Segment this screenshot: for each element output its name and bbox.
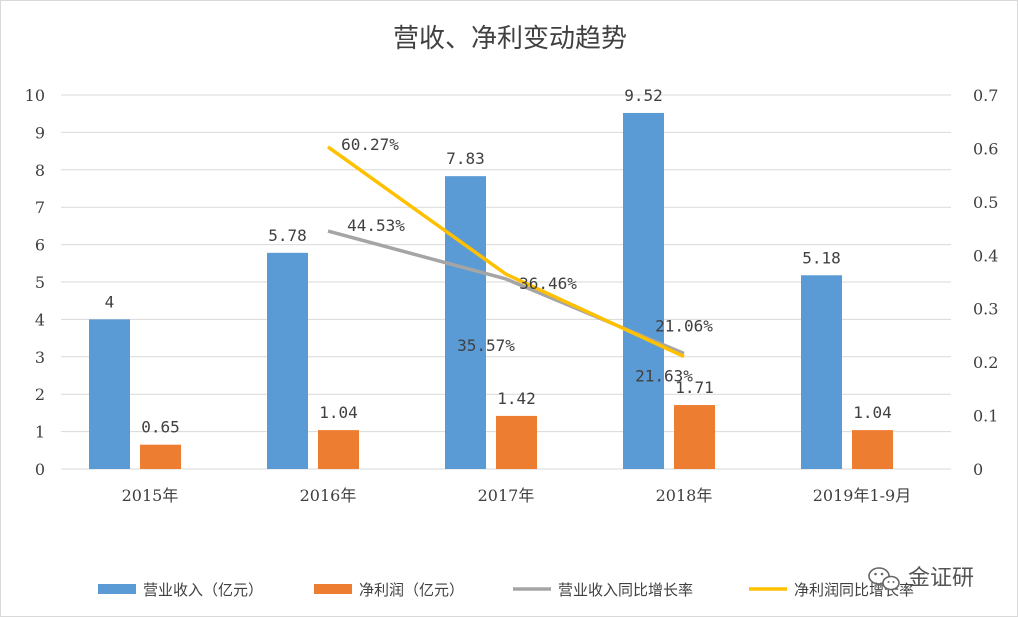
right-tick-label: 0.6 <box>973 139 998 158</box>
line-data-label: 36.46% <box>519 274 577 293</box>
bar-data-label: 7.83 <box>446 149 485 168</box>
left-tick-label: 10 <box>25 86 45 105</box>
lines <box>326 145 685 359</box>
bar-net-profit <box>318 430 359 469</box>
right-tick-label: 0 <box>973 460 983 479</box>
right-tick-label: 0.2 <box>973 353 998 372</box>
gridlines <box>61 94 951 433</box>
right-tick-label: 0.7 <box>973 86 998 105</box>
bar-data-label: 0.65 <box>141 418 180 437</box>
bar-net-profit <box>496 415 537 469</box>
left-tick-label: 6 <box>35 236 45 255</box>
watermark: 金证研 <box>868 566 974 591</box>
left-tick-label: 4 <box>35 310 45 329</box>
line-data-label: 21.63% <box>635 366 693 385</box>
bar-revenue <box>445 176 486 469</box>
legend: 营业收入（亿元） 净利润（亿元） 营业收入同比增长率 净利润同比增长率 <box>98 581 914 599</box>
wechat-icon <box>868 567 900 591</box>
left-tick-label: 3 <box>35 348 45 367</box>
legend-swatch <box>98 584 136 594</box>
left-tick-label: 8 <box>35 161 45 180</box>
bar-revenue <box>89 319 130 469</box>
bar-data-label: 1.42 <box>497 389 536 408</box>
left-tick-label: 9 <box>35 123 45 142</box>
bar-data-label: 5.78 <box>268 226 307 245</box>
left-tick-label: 1 <box>35 423 45 442</box>
line-data-label: 35.57% <box>457 336 515 355</box>
line-profit-growth <box>326 145 685 359</box>
line-data-label: 44.53% <box>347 216 405 235</box>
bar-revenue <box>623 112 664 470</box>
right-axis-ticks: 0 0.1 0.2 0.3 0.4 0.5 0.6 0.7 <box>973 86 998 479</box>
x-tick-label: 2019年1-9月 <box>813 486 912 505</box>
legend-label: 营业收入（亿元） <box>143 581 263 599</box>
bar-data-label: 1.04 <box>319 403 358 422</box>
x-tick-label: 2018年 <box>656 486 713 505</box>
x-tick-label: 2017年 <box>478 486 535 505</box>
legend-label: 营业收入同比增长率 <box>558 581 693 599</box>
left-axis-ticks: 0 1 2 3 4 5 6 7 8 9 10 <box>25 86 45 479</box>
right-tick-label: 0.3 <box>973 300 998 319</box>
legend-swatch <box>314 584 352 594</box>
bar-data-label: 4 <box>105 292 115 311</box>
bar-data-label: 5.18 <box>802 248 841 267</box>
left-tick-label: 0 <box>35 460 45 479</box>
x-tick-label: 2015年 <box>122 486 179 505</box>
bar-net-profit <box>674 405 715 469</box>
bar-data-label: 1.04 <box>853 403 892 422</box>
bars <box>89 112 893 470</box>
right-tick-label: 0.5 <box>973 193 998 212</box>
watermark-text: 金证研 <box>908 566 974 591</box>
legend-label: 净利润（亿元） <box>359 581 464 599</box>
bar-data-label: 1.71 <box>675 378 714 397</box>
bar-net-profit <box>140 444 181 469</box>
data-labels: 4 5.78 7.83 9.52 5.18 0.65 1.04 1.42 1.71 1.04 44.… <box>105 86 892 437</box>
x-axis-ticks: 2015年 2016年 2017年 2018年 2019年1-9月 <box>122 486 912 505</box>
left-tick-label: 7 <box>35 198 45 217</box>
bar-data-label: 9.52 <box>624 86 663 105</box>
right-tick-label: 0.4 <box>973 246 998 265</box>
x-tick-label: 2016年 <box>300 486 357 505</box>
line-data-label: 21.06% <box>655 316 713 335</box>
line-data-label: 60.27% <box>341 135 399 154</box>
left-tick-label: 2 <box>35 385 45 404</box>
left-tick-label: 5 <box>35 273 45 292</box>
chart-title: 营收、净利变动趋势 <box>393 24 627 54</box>
bar-net-profit <box>852 430 893 469</box>
bar-revenue <box>801 275 842 469</box>
right-tick-label: 0.1 <box>973 407 998 426</box>
bar-revenue <box>267 252 308 469</box>
